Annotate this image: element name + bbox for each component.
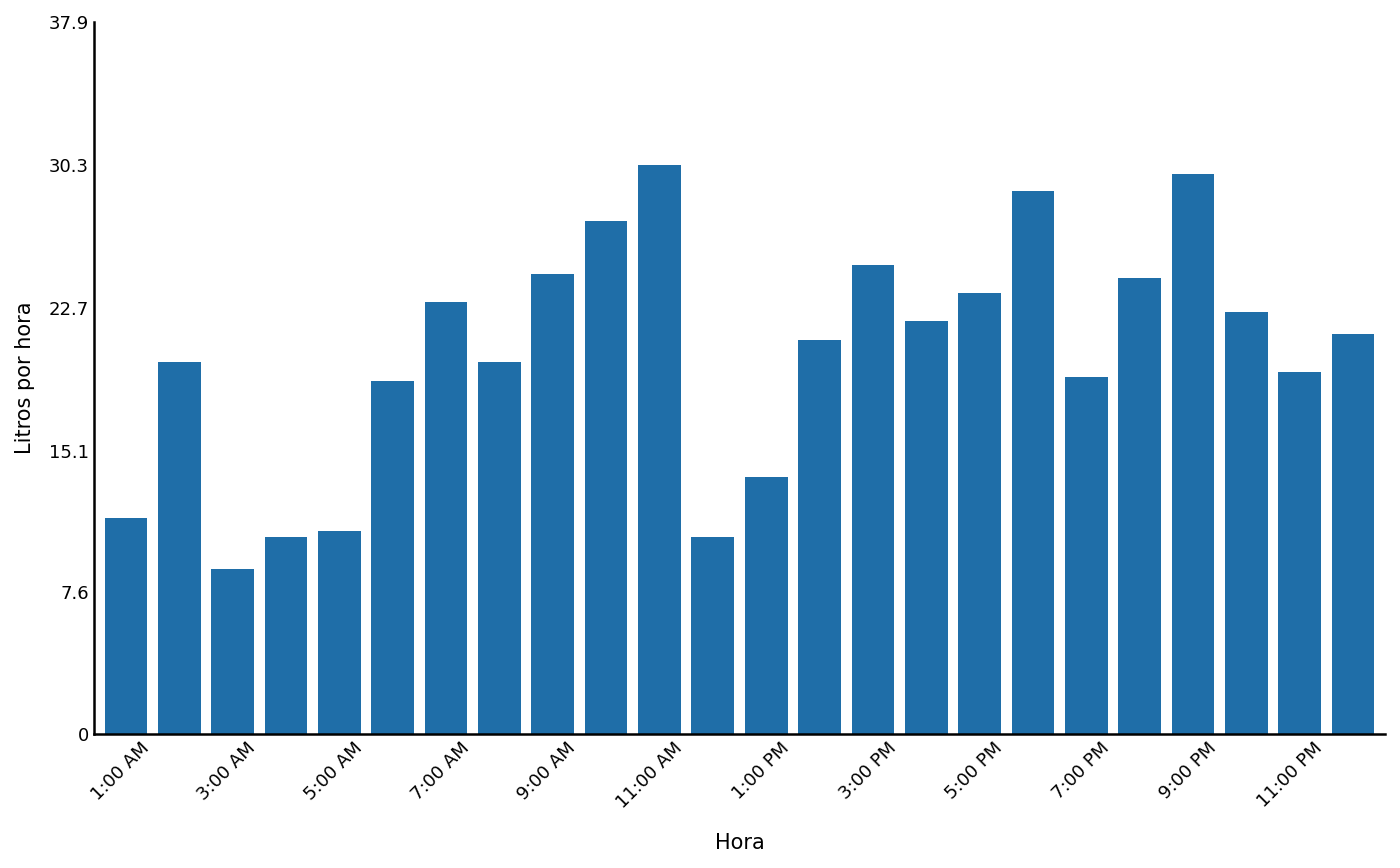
X-axis label: Hora: Hora <box>714 833 764 853</box>
Bar <box>638 165 680 734</box>
Bar <box>265 537 308 734</box>
Bar <box>1278 372 1322 734</box>
Bar <box>1119 278 1161 734</box>
Bar <box>1065 378 1107 734</box>
Bar <box>798 339 841 734</box>
Bar <box>1172 174 1214 734</box>
Bar <box>158 362 200 734</box>
Bar <box>1012 191 1054 734</box>
Bar <box>851 265 895 734</box>
Bar <box>371 381 414 734</box>
Y-axis label: Litros por hora: Litros por hora <box>15 302 35 455</box>
Bar <box>1225 312 1267 734</box>
Bar <box>745 477 788 734</box>
Bar <box>105 518 147 734</box>
Bar <box>424 302 468 734</box>
Bar <box>477 362 521 734</box>
Bar <box>1331 334 1375 734</box>
Bar <box>904 321 948 734</box>
Bar <box>585 221 627 734</box>
Bar <box>211 569 253 734</box>
Bar <box>692 537 734 734</box>
Bar <box>958 293 1001 734</box>
Bar <box>532 274 574 734</box>
Bar <box>318 531 361 734</box>
